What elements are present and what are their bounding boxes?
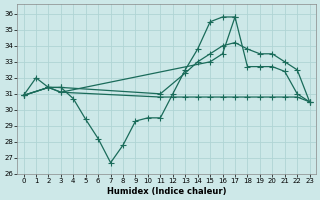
X-axis label: Humidex (Indice chaleur): Humidex (Indice chaleur) bbox=[107, 187, 226, 196]
